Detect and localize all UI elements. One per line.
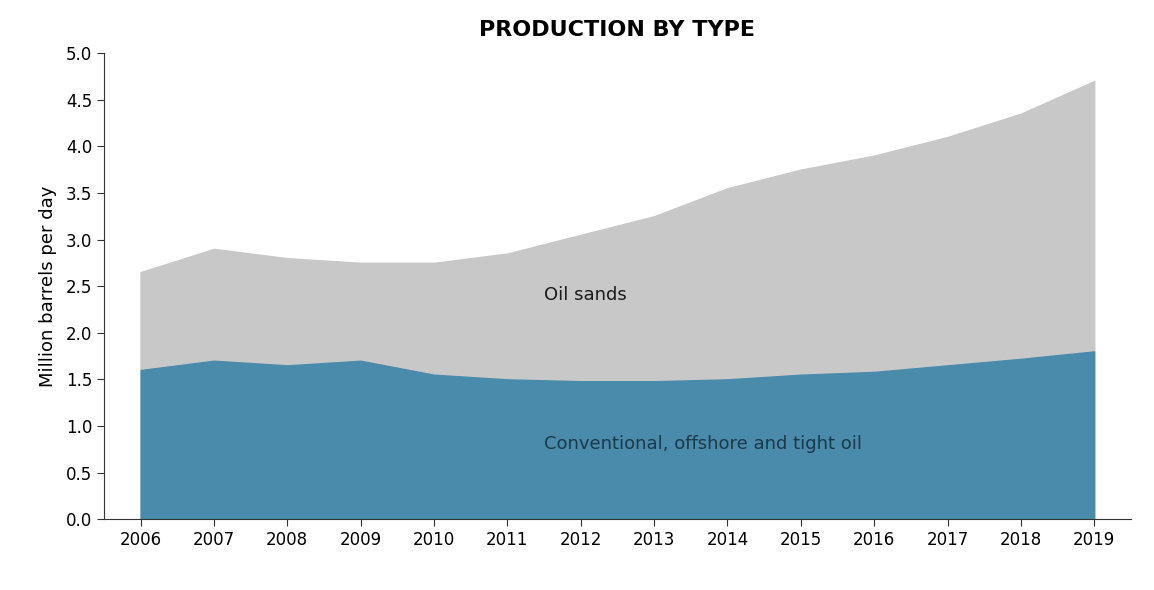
Text: Conventional, offshore and tight oil: Conventional, offshore and tight oil xyxy=(544,435,862,453)
Title: PRODUCTION BY TYPE: PRODUCTION BY TYPE xyxy=(479,21,756,41)
Text: Oil sands: Oil sands xyxy=(544,286,627,304)
Y-axis label: Million barrels per day: Million barrels per day xyxy=(39,185,58,387)
